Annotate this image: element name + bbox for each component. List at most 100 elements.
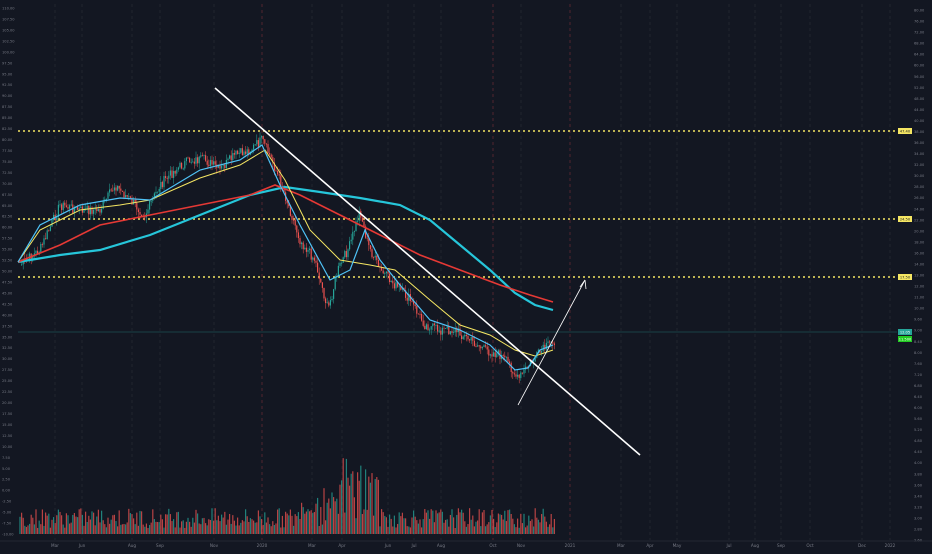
volume-bar (494, 526, 496, 534)
volume-bar (67, 515, 69, 534)
left-axis-tick: 70.00 (2, 182, 13, 186)
candle-body (443, 327, 445, 329)
volume-bar (398, 512, 400, 534)
right-axis-tick: 5.60 (914, 417, 923, 421)
volume-bar (221, 514, 223, 534)
volume-bar (544, 516, 546, 534)
candle-body (395, 282, 397, 289)
right-axis-tick: 2.60 (914, 539, 923, 543)
volume-bar (379, 526, 381, 534)
candle-body (205, 155, 207, 161)
volume-bar (59, 511, 61, 534)
right-axis-tick: 18.00 (914, 240, 925, 244)
right-axis-tick: 48.00 (914, 97, 925, 101)
volume-bar (483, 510, 485, 534)
volume-bar (315, 503, 317, 534)
projection-arrow[interactable] (517, 279, 586, 406)
volume-bar (51, 519, 53, 534)
candle-body (64, 202, 66, 206)
candle-body (181, 162, 183, 169)
candle-body (125, 195, 127, 198)
candle-body (61, 204, 63, 210)
candle-body (147, 209, 149, 214)
volume-bar (35, 509, 37, 534)
x-axis-tick: Apr (338, 543, 346, 548)
candle-body (41, 243, 43, 245)
volume-bar (432, 510, 434, 534)
volume-bar (24, 525, 26, 534)
candle-body (195, 157, 197, 164)
volume-bar (550, 513, 552, 534)
candle-body (493, 352, 495, 357)
candle-body (261, 136, 263, 138)
volume-bar (486, 524, 488, 534)
volume-bar (387, 526, 389, 534)
volume-bar (129, 513, 131, 534)
candle-body (517, 374, 519, 377)
volume-bar (72, 514, 74, 534)
volume-bar (350, 473, 352, 534)
descending-trendline[interactable] (214, 87, 641, 456)
candle-body (301, 242, 303, 245)
volume-bar (416, 520, 418, 534)
right-axis-tick: 44.00 (914, 108, 925, 112)
volume-bar (496, 522, 498, 534)
right-axis-tick: 64.00 (914, 53, 925, 57)
candle-body (57, 204, 59, 217)
volume-bar (241, 520, 243, 534)
volume-bar (357, 472, 359, 534)
volume-bar (461, 509, 463, 534)
candle-body (149, 201, 151, 210)
volume-bar (533, 526, 535, 534)
volume-bar (397, 523, 399, 534)
volume-bar (160, 514, 162, 534)
volume-bar (213, 520, 215, 534)
volume-bar (345, 458, 347, 534)
volume-bar (523, 513, 525, 534)
candle-body (73, 208, 75, 214)
candle-body (294, 219, 296, 226)
candle-body (357, 220, 359, 222)
volume-bar (505, 521, 507, 534)
volume-bar (368, 476, 370, 534)
volume-bar (75, 516, 77, 534)
volume-bar (270, 526, 272, 534)
volume-bar (201, 518, 203, 534)
candle-body (312, 257, 314, 260)
volume-bar (499, 514, 501, 534)
right-axis-tick: 36.00 (914, 141, 925, 145)
candle-body (309, 248, 311, 251)
volume-bar (531, 519, 533, 534)
candle-body (46, 230, 48, 240)
volume-bar (69, 523, 71, 534)
volume-bar (355, 518, 357, 534)
candle-body (297, 232, 299, 239)
left-axis-tick: 100.00 (2, 50, 15, 54)
volume-bar (413, 510, 415, 534)
volume-bar (441, 511, 443, 534)
volume-bar (48, 513, 50, 534)
volume-bar (517, 518, 519, 534)
candle-body (406, 297, 408, 301)
volume-bar (46, 515, 48, 534)
volume-bar (65, 513, 67, 534)
volume-bar (181, 521, 183, 534)
volume-bar (112, 515, 114, 534)
volume-bar (392, 526, 394, 534)
volume-bar (110, 519, 112, 534)
right-axis-tick: 13.00 (914, 274, 925, 278)
candle-body (339, 262, 341, 266)
candle-body (225, 159, 227, 169)
volume-bar (296, 516, 298, 534)
volume-bar (512, 518, 514, 534)
right-axis-tick: 14.00 (914, 262, 925, 266)
right-axis-tick: 4.40 (914, 450, 923, 454)
candle-body (433, 323, 435, 326)
candle-body (349, 241, 351, 250)
candle-body (430, 326, 432, 330)
right-axis-tick: 7.20 (914, 373, 923, 377)
right-axis-tick: 2.80 (914, 527, 923, 531)
volume-bar (232, 515, 234, 534)
